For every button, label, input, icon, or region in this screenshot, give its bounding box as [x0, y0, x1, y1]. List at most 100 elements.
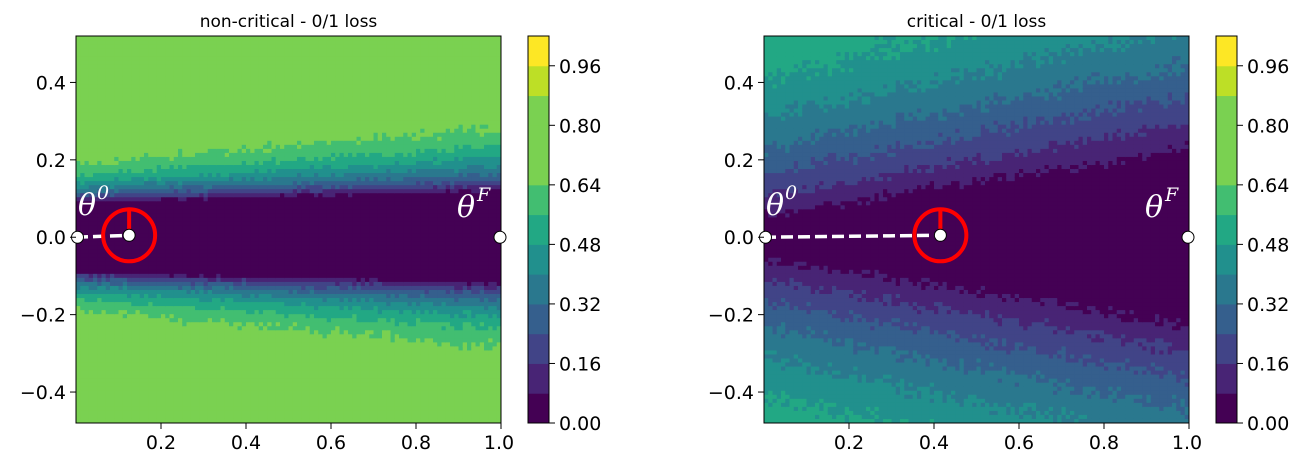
heat-cell	[263, 294, 268, 299]
heat-cell	[280, 374, 285, 380]
heat-cell	[224, 108, 230, 114]
heat-cell	[135, 201, 141, 206]
heat-cell	[241, 120, 247, 126]
heat-cell	[190, 152, 196, 158]
heat-cell	[220, 342, 226, 348]
heat-cell	[186, 281, 192, 287]
heat-cell	[101, 273, 107, 279]
heat-cell	[267, 386, 273, 392]
heat-cell	[229, 36, 234, 41]
heat-cell	[144, 285, 149, 291]
heat-cell	[216, 277, 222, 283]
heat-cell	[254, 330, 260, 335]
heat-cell	[165, 185, 171, 190]
heat-cell	[267, 318, 273, 323]
heat-cell	[186, 350, 192, 356]
heat-cell	[186, 354, 192, 360]
heat-cell	[207, 92, 213, 98]
heat-cell	[101, 402, 107, 408]
heat-cell	[271, 362, 277, 368]
heat-cell	[148, 330, 154, 335]
heat-cell	[88, 362, 94, 368]
heat-cell	[288, 92, 294, 98]
heat-cell	[114, 310, 120, 315]
heat-cell	[216, 84, 222, 90]
heat-cell	[110, 201, 115, 206]
heat-cell	[246, 261, 251, 267]
heat-cell	[169, 310, 175, 315]
heat-cell	[101, 177, 107, 182]
heat-cell	[173, 144, 179, 150]
heat-cell	[76, 406, 81, 412]
heat-cell	[224, 330, 230, 335]
heat-cell	[220, 189, 226, 194]
heat-cell	[84, 241, 90, 247]
heat-cell	[275, 354, 281, 360]
heat-cell	[152, 394, 158, 400]
heat-cell	[76, 132, 81, 138]
heat-cell	[267, 197, 273, 202]
heat-cell	[101, 217, 107, 223]
heat-cell	[156, 294, 162, 299]
heat-cell	[246, 120, 251, 126]
heat-cell	[190, 237, 196, 243]
heat-cell	[195, 281, 200, 287]
heat-cell	[233, 201, 239, 206]
heat-cell	[267, 165, 273, 170]
heat-cell	[118, 60, 124, 65]
heat-cell	[199, 362, 205, 368]
heat-cell	[263, 177, 268, 182]
heat-cell	[173, 165, 179, 170]
heat-cell	[114, 273, 120, 279]
heat-cell	[241, 136, 247, 142]
heat-cell	[135, 314, 141, 319]
heat-cell	[280, 294, 285, 299]
heat-cell	[144, 40, 149, 45]
heat-cell	[212, 326, 217, 331]
heat-cell	[178, 326, 183, 331]
heat-cell	[152, 205, 158, 210]
heat-cell	[148, 132, 154, 138]
heat-cell	[199, 52, 205, 57]
heat-cell	[288, 52, 294, 57]
heat-cell	[122, 298, 128, 303]
heat-cell	[229, 386, 234, 392]
heat-cell	[199, 322, 205, 327]
heat-cell	[139, 128, 145, 134]
heat-cell	[216, 88, 222, 94]
heat-cell	[84, 225, 90, 231]
heat-cell	[173, 40, 179, 45]
heat-cell	[195, 80, 200, 85]
heat-cell	[288, 225, 294, 231]
heat-cell	[288, 160, 294, 166]
heat-cell	[165, 394, 171, 400]
heat-cell	[110, 40, 115, 45]
heat-cell	[288, 189, 294, 194]
heat-cell	[186, 289, 192, 295]
heat-cell	[139, 249, 145, 255]
heat-cell	[122, 76, 128, 81]
heat-cell	[207, 148, 213, 154]
heat-cell	[229, 410, 234, 416]
heat-cell	[212, 362, 217, 368]
heat-cell	[220, 302, 226, 307]
heat-cell	[161, 209, 166, 214]
heat-cell	[186, 306, 192, 311]
heat-cell	[161, 128, 166, 134]
heat-cell	[144, 281, 149, 287]
heat-cell	[152, 414, 158, 420]
heat-cell	[97, 120, 103, 126]
heat-cell	[267, 132, 273, 138]
heat-cell	[131, 410, 137, 416]
heat-cell	[114, 213, 120, 219]
heat-cell	[156, 362, 162, 368]
heat-cell	[88, 169, 94, 174]
heat-cell	[224, 302, 230, 307]
heat-cell	[135, 193, 141, 198]
heat-cell	[254, 165, 260, 170]
heat-cell	[105, 382, 111, 388]
heat-cell	[127, 406, 132, 412]
heat-cell	[212, 193, 217, 198]
heat-cell	[122, 338, 128, 343]
heat-cell	[275, 330, 281, 335]
